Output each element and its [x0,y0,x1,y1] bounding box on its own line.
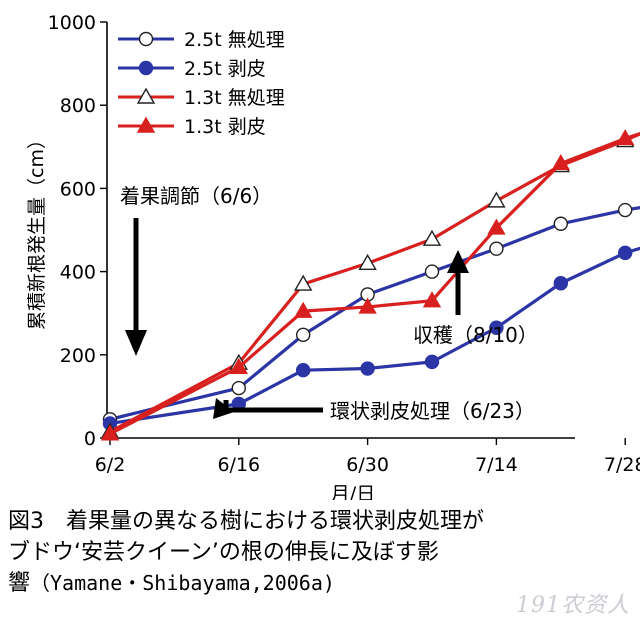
data-point [615,129,635,146]
data-point [424,354,440,370]
data-point [293,301,313,318]
data-point [422,229,442,246]
data-point [487,191,506,208]
x-tick-label: 6/2 [95,454,126,476]
legend-item: 1.3t 無処理 [118,87,285,109]
caption-line-2: ブドウ‘安芸クイーン’の根の伸長に及ぼす影 [8,540,439,565]
data-point [231,380,247,396]
annotation-fruit-adjustment: 着果調節（6/6） [120,184,272,208]
legend-label: 2.5t 剥皮 [184,58,266,80]
caption-line-3-ja: 響 [8,571,31,596]
data-point [618,202,633,218]
annotation-arrow-head [447,250,469,273]
data-point [424,264,440,279]
data-point [553,216,568,231]
y-tick-label: 200 [60,345,96,367]
chart-axes [106,22,575,439]
y-axis-label: 累積新根発生量（cm） [26,130,48,330]
y-tick-label: 800 [60,95,96,117]
caption-line-3: 響（Yamane・Shibayama,2006a) [8,568,598,599]
legend-swatch-marker [136,87,156,104]
legend-swatch-marker [138,60,154,76]
y-tick-label: 0 [84,428,96,450]
x-tick-label: 7/14 [475,454,518,476]
caption-reference: （Yamane・Shibayama,2006a) [30,571,335,595]
series-3 [100,131,640,439]
x-tick-label: 6/30 [346,454,389,476]
data-point [358,297,377,314]
series-2 [102,245,640,431]
chart-legend: 2.5t 無処理 2.5t 剥皮 1.3t 無処理 1.3t 剥皮 [118,29,285,138]
legend-label: 2.5t 無処理 [184,29,285,51]
legend-swatch-marker [138,31,154,47]
annotation-harvest: 収穫（8/10） [413,323,538,347]
data-point [296,327,311,343]
legend-label: 1.3t 無処理 [184,87,285,109]
x-tick-label: 7/28 [604,454,640,476]
x-axis-label: 月/日 [331,483,375,500]
data-point [487,218,506,235]
data-point [296,362,311,378]
data-point [553,276,568,291]
x-axis-ticks: 6/26/166/307/147/288/118/25 [95,438,640,476]
legend-item: 2.5t 無処理 [118,29,285,51]
annotation-arrow-head [125,330,147,356]
legend-swatch-marker [136,116,156,133]
data-point [100,424,120,441]
data-point [489,320,504,335]
figure-caption: 図3 着果量の異なる樹における環状剥皮処理が ブドウ‘安芸クイーン’の根の伸長に… [8,506,598,599]
data-point [293,274,313,291]
data-point [618,245,633,261]
watermark-logo: 191农资人 [516,593,630,618]
annotation-girdling: 環状剥皮処理（6/23） [330,399,535,423]
x-tick-label: 6/16 [217,454,260,476]
legend-item: 2.5t 剥皮 [118,58,266,80]
data-point [360,361,375,376]
chart-series [100,129,640,441]
caption-line-1: 図3 着果量の異なる樹における環状剥皮処理が [8,509,484,534]
data-point [489,241,504,256]
data-point [358,253,377,270]
legend-item: 1.3t 剥皮 [118,116,266,138]
y-axis-ticks: 0 200 400 600 800 1000 [48,12,107,450]
series-4 [100,129,640,441]
y-tick-label: 400 [60,262,96,284]
annotation-arrow-head [213,398,234,419]
data-point [229,357,249,374]
y-tick-label: 600 [60,178,96,200]
y-tick-label: 1000 [48,12,96,34]
data-point [422,291,442,308]
chart-annotations: 着果調節（6/6） 環状剥皮処理（6/23） 収穫（8/10） [120,184,538,423]
legend-label: 1.3t 剥皮 [184,116,266,138]
data-point [551,154,571,171]
